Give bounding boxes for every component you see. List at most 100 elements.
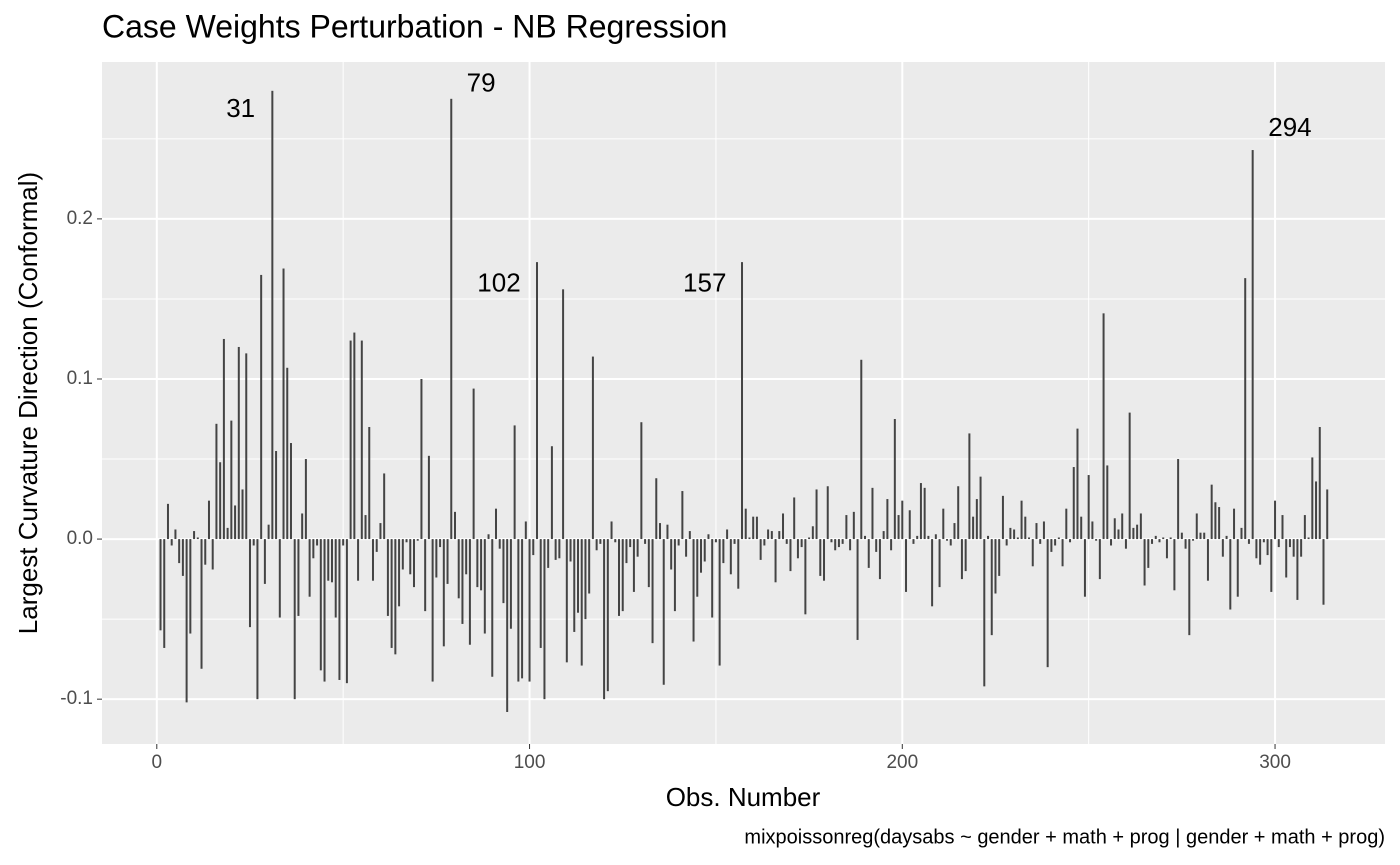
bar [759, 539, 762, 560]
bar [364, 515, 367, 540]
bar [927, 535, 930, 540]
bar [394, 539, 397, 655]
bar [688, 531, 691, 540]
bar [528, 539, 531, 682]
bar [1184, 539, 1187, 549]
caption: mixpoissonreg(daysabs ~ gender + math + … [744, 826, 1385, 848]
bar [569, 539, 572, 562]
bar [1233, 508, 1236, 540]
bar [435, 539, 438, 578]
bar [498, 539, 501, 549]
bar [375, 539, 378, 552]
bar [1151, 539, 1154, 544]
bar [834, 539, 837, 551]
bar [472, 388, 475, 540]
bar [401, 539, 404, 570]
bar [207, 500, 210, 540]
bar [651, 539, 654, 644]
bar [1240, 527, 1243, 540]
bar [442, 539, 445, 647]
bar [1210, 484, 1213, 540]
bar [576, 539, 579, 613]
bar [942, 508, 945, 540]
bar [1218, 507, 1221, 540]
bar [603, 539, 606, 700]
bar [785, 539, 788, 544]
bar [636, 539, 639, 557]
bar [819, 539, 822, 576]
bar [659, 523, 662, 540]
bar [875, 539, 878, 552]
bar [539, 539, 542, 648]
bar [297, 539, 300, 616]
bar [632, 539, 635, 592]
bar [502, 539, 505, 604]
bar [897, 515, 900, 540]
bar [1076, 428, 1079, 540]
bar [990, 539, 993, 636]
bar [621, 539, 624, 612]
bar [793, 497, 796, 540]
bar [916, 535, 919, 540]
bar [893, 419, 896, 540]
panel [102, 62, 1385, 744]
bar [938, 539, 941, 588]
bar [752, 516, 755, 540]
bar [1192, 539, 1195, 541]
bar [248, 539, 251, 628]
bar [278, 539, 281, 618]
bar [1236, 539, 1239, 597]
bar [483, 539, 486, 634]
bar [912, 539, 915, 544]
bar [748, 537, 751, 540]
bar [867, 539, 870, 568]
bar [1199, 532, 1202, 540]
bar [975, 499, 978, 540]
bar [316, 539, 319, 546]
bar [301, 513, 304, 540]
bar [625, 539, 628, 564]
bar [767, 529, 770, 540]
bar [782, 513, 785, 540]
bar [170, 539, 173, 546]
bar [957, 486, 960, 540]
bar [960, 539, 963, 580]
bar [1162, 537, 1165, 540]
bar [837, 539, 840, 548]
bar [338, 539, 341, 680]
bar [923, 487, 926, 540]
bar [610, 521, 613, 540]
bar [580, 539, 583, 666]
bar [949, 539, 952, 546]
bar [1229, 539, 1232, 610]
bar [878, 539, 881, 580]
bar [468, 539, 471, 645]
bar [1147, 539, 1150, 568]
bar [815, 489, 818, 540]
bar [535, 262, 538, 540]
bar [439, 539, 442, 548]
y-axis-title: Largest Curvature Direction (Conformal) [13, 172, 43, 634]
bar [334, 539, 337, 618]
bar [371, 539, 374, 581]
bar [707, 534, 710, 540]
bar [1225, 535, 1228, 540]
bar [412, 539, 415, 588]
bar [1080, 516, 1083, 540]
bar [1057, 537, 1060, 540]
bar [163, 539, 166, 648]
bar [1143, 539, 1146, 586]
bar [673, 539, 676, 612]
bar [983, 539, 986, 687]
bar [714, 539, 717, 543]
bar [1288, 539, 1291, 548]
bar [200, 539, 203, 669]
bar [1110, 539, 1113, 546]
bar [237, 346, 240, 540]
bar [741, 262, 744, 540]
bar [733, 539, 736, 544]
bar [1311, 457, 1314, 540]
bar [349, 340, 352, 540]
bar [804, 539, 807, 615]
bar [692, 539, 695, 642]
